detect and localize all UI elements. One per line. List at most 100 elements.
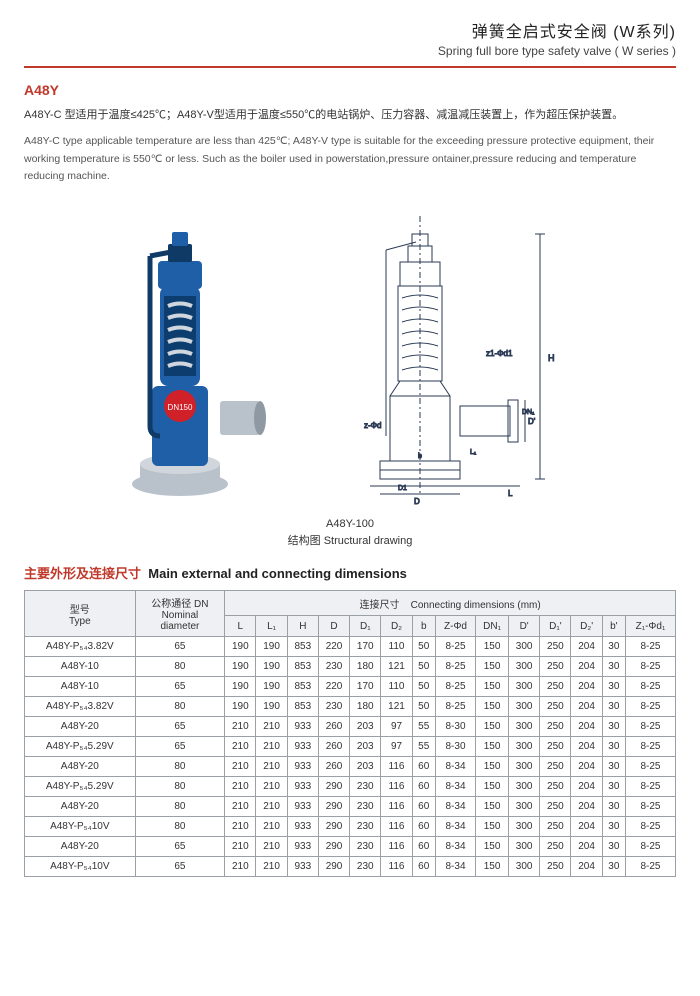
cell-value: 110 <box>381 637 412 657</box>
table-title: 主要外形及连接尺寸 Main external and connecting d… <box>24 563 676 582</box>
cell-value: 150 <box>476 637 509 657</box>
cell-value: 300 <box>509 757 540 777</box>
cell-value: 250 <box>540 837 571 857</box>
page-header: 弹簧全启式安全阀 (W系列) Spring full bore type saf… <box>0 0 700 66</box>
cell-type: A48Y-10 <box>25 677 136 697</box>
cell-value: 210 <box>256 717 287 737</box>
cell-value: 210 <box>225 817 256 837</box>
cell-value: 30 <box>602 817 625 837</box>
cell-value: 300 <box>509 777 540 797</box>
cell-value: 230 <box>350 777 381 797</box>
cell-dn: 80 <box>135 697 225 717</box>
cell-value: 250 <box>540 697 571 717</box>
valve-drawing: H D' D L z-Φd z1-Φd1 DN₁ L₁ D1 b <box>330 206 590 506</box>
cell-value: 204 <box>571 697 602 717</box>
cell-value: 250 <box>540 817 571 837</box>
cell-value: 300 <box>509 857 540 877</box>
cell-value: 260 <box>318 757 349 777</box>
cell-value: 853 <box>287 697 318 717</box>
cell-value: 150 <box>476 797 509 817</box>
cell-value: 116 <box>381 837 412 857</box>
cell-value: 30 <box>602 777 625 797</box>
cell-value: 204 <box>571 817 602 837</box>
cell-value: 190 <box>225 657 256 677</box>
cell-value: 203 <box>350 737 381 757</box>
th-col: b' <box>602 616 625 637</box>
cell-value: 8-34 <box>435 837 475 857</box>
cell-value: 220 <box>318 637 349 657</box>
cell-value: 300 <box>509 837 540 857</box>
cell-dn: 80 <box>135 777 225 797</box>
cell-value: 8-25 <box>625 777 675 797</box>
cell-value: 60 <box>412 797 435 817</box>
cell-dn: 65 <box>135 837 225 857</box>
cell-value: 250 <box>540 657 571 677</box>
cell-value: 204 <box>571 637 602 657</box>
cell-value: 116 <box>381 857 412 877</box>
cell-dn: 65 <box>135 637 225 657</box>
cell-value: 8-34 <box>435 757 475 777</box>
cell-value: 210 <box>256 817 287 837</box>
svg-text:D': D' <box>528 417 536 426</box>
cell-value: 60 <box>412 817 435 837</box>
cell-value: 204 <box>571 757 602 777</box>
th-type-cn: 型号 <box>27 601 133 616</box>
cell-value: 30 <box>602 797 625 817</box>
th-dn-en1: Nominal <box>138 610 223 621</box>
model-desc-en: A48Y-C type applicable temperature are l… <box>24 133 676 187</box>
th-type-en: Type <box>27 616 133 627</box>
cell-value: 853 <box>287 637 318 657</box>
cell-value: 230 <box>318 657 349 677</box>
cell-type: A48Y-P₅₄3.82V <box>25 637 136 657</box>
th-type: 型号 Type <box>25 591 136 637</box>
svg-text:z1-Φd1: z1-Φd1 <box>486 349 513 358</box>
th-col: H <box>287 616 318 637</box>
cell-value: 290 <box>318 857 349 877</box>
cell-value: 8-30 <box>435 737 475 757</box>
cell-value: 8-25 <box>625 697 675 717</box>
cell-value: 933 <box>287 837 318 857</box>
cell-value: 250 <box>540 677 571 697</box>
cell-value: 97 <box>381 737 412 757</box>
model-section: A48Y A48Y-C 型适用于温度≤425℃；A48Y-V型适用于温度≤550… <box>0 82 700 186</box>
cell-value: 30 <box>602 737 625 757</box>
cell-value: 8-25 <box>625 757 675 777</box>
table-row: A48Y-P₅₄5.29V80210210933290230116608-341… <box>25 777 676 797</box>
th-conn-cn: 连接尺寸 <box>360 600 400 611</box>
cell-value: 204 <box>571 677 602 697</box>
cell-dn: 80 <box>135 817 225 837</box>
cell-value: 250 <box>540 797 571 817</box>
cell-value: 8-25 <box>625 717 675 737</box>
cell-value: 853 <box>287 657 318 677</box>
cell-value: 30 <box>602 677 625 697</box>
cell-value: 8-25 <box>625 797 675 817</box>
cell-value: 121 <box>381 657 412 677</box>
cell-value: 8-34 <box>435 817 475 837</box>
cell-value: 150 <box>476 697 509 717</box>
th-col: L₁ <box>256 616 287 637</box>
cell-value: 210 <box>256 837 287 857</box>
cell-value: 933 <box>287 857 318 877</box>
cell-value: 230 <box>318 697 349 717</box>
th-col: D₁ <box>350 616 381 637</box>
svg-text:L₁: L₁ <box>470 449 477 456</box>
cell-value: 50 <box>412 677 435 697</box>
cell-type: A48Y-10 <box>25 657 136 677</box>
caption-model: A48Y-100 <box>0 516 700 533</box>
cell-type: A48Y-P₅₄3.82V <box>25 697 136 717</box>
cell-value: 210 <box>225 717 256 737</box>
cell-type: A48Y-P₅₄10V <box>25 817 136 837</box>
cell-value: 290 <box>318 797 349 817</box>
cell-value: 250 <box>540 717 571 737</box>
valve-drawing-svg: H D' D L z-Φd z1-Φd1 DN₁ L₁ D1 b <box>330 206 590 506</box>
cell-value: 150 <box>476 677 509 697</box>
cell-value: 210 <box>256 737 287 757</box>
cell-value: 50 <box>412 697 435 717</box>
th-dn: 公称通径 DN Nominal diameter <box>135 591 225 637</box>
cell-type: A48Y-20 <box>25 797 136 817</box>
table-row: A48Y-206521021093326020397558-3015030025… <box>25 717 676 737</box>
cell-value: 8-25 <box>625 837 675 857</box>
cell-value: 150 <box>476 837 509 857</box>
cell-value: 8-34 <box>435 857 475 877</box>
cell-value: 230 <box>350 837 381 857</box>
